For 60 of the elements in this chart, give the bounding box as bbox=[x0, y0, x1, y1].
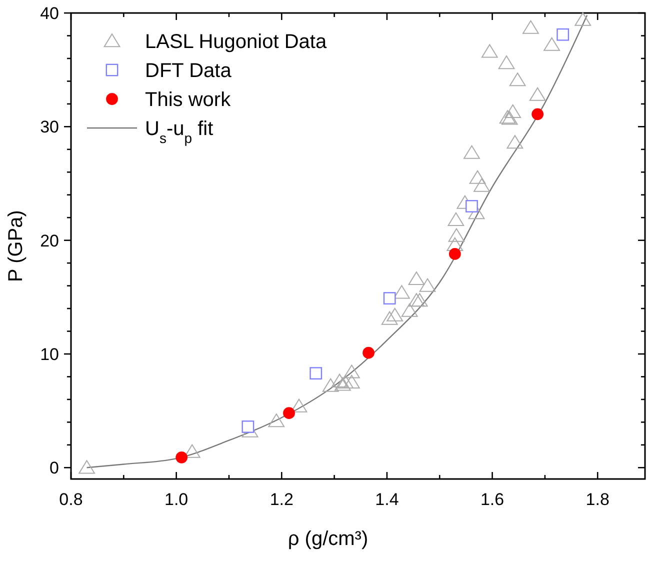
x-axis-title: ρ (g/cm³) bbox=[288, 528, 368, 550]
point bbox=[331, 374, 348, 388]
point bbox=[322, 378, 339, 392]
x-tick-label: 1.2 bbox=[270, 490, 294, 509]
point bbox=[268, 414, 285, 428]
point bbox=[448, 212, 464, 226]
point bbox=[394, 285, 410, 299]
point bbox=[283, 407, 295, 420]
point bbox=[529, 87, 546, 101]
point bbox=[448, 248, 461, 260]
point bbox=[446, 237, 464, 251]
x-tick-label: 1.4 bbox=[375, 490, 399, 509]
point bbox=[574, 12, 592, 26]
y-tick-label: 0 bbox=[50, 458, 59, 478]
point bbox=[506, 135, 524, 149]
point bbox=[522, 20, 539, 34]
point bbox=[78, 460, 95, 474]
point bbox=[176, 451, 188, 464]
point bbox=[401, 303, 418, 317]
point bbox=[532, 108, 544, 120]
point bbox=[464, 145, 480, 159]
point bbox=[337, 374, 354, 388]
point bbox=[466, 200, 478, 212]
point bbox=[498, 56, 515, 70]
point bbox=[408, 293, 425, 307]
point bbox=[362, 346, 374, 359]
y-tick-label: 30 bbox=[40, 118, 59, 137]
point bbox=[474, 178, 490, 192]
point bbox=[290, 398, 308, 412]
point bbox=[544, 37, 560, 51]
point bbox=[310, 367, 322, 380]
point bbox=[556, 28, 570, 41]
x-tick-label: 0.8 bbox=[59, 490, 83, 509]
legend-label: U$_{s}$-u$_{p}$ fit bbox=[145, 118, 214, 146]
point bbox=[411, 293, 428, 307]
y-tick-label: 10 bbox=[40, 344, 59, 364]
point bbox=[334, 377, 351, 391]
x-tick-label: 1.0 bbox=[164, 490, 188, 509]
point bbox=[343, 374, 360, 388]
point bbox=[383, 292, 396, 304]
y-tick-label: 40 bbox=[40, 4, 59, 23]
point bbox=[242, 420, 254, 433]
point bbox=[468, 206, 485, 220]
point bbox=[419, 278, 436, 292]
legend-label: DFT Data bbox=[145, 60, 232, 82]
x-tick-label: 1.6 bbox=[480, 490, 504, 509]
point bbox=[448, 228, 465, 242]
point bbox=[386, 308, 404, 322]
point bbox=[481, 44, 498, 58]
point bbox=[381, 311, 398, 325]
point bbox=[504, 104, 522, 118]
legend-label: This work bbox=[145, 89, 232, 111]
point bbox=[408, 271, 425, 286]
y-axis-title: P (GPa) bbox=[5, 210, 27, 282]
x-tick-label: 1.8 bbox=[586, 490, 610, 509]
point bbox=[469, 170, 486, 184]
point bbox=[343, 364, 360, 378]
point bbox=[509, 72, 526, 86]
y-tick-label: 20 bbox=[40, 231, 59, 250]
legend-label: LASL Hugoniot Data bbox=[145, 31, 328, 53]
